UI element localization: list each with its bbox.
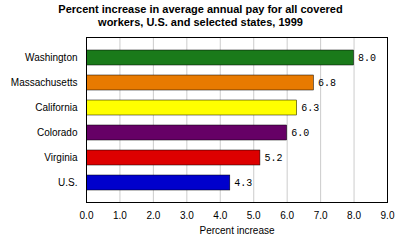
svg-text:Virginia: Virginia [44, 152, 78, 163]
svg-text:8.0: 8.0 [358, 53, 376, 64]
svg-text:8.0: 8.0 [347, 210, 361, 221]
html-text:Percent increase in average an: Percent increase in average annual pay f… [58, 3, 343, 28]
svg-text:1.0: 1.0 [113, 210, 127, 221]
svg-text:4.3: 4.3 [234, 178, 252, 189]
svg-text:Washington: Washington [25, 52, 77, 63]
svg-text:6.8: 6.8 [318, 78, 336, 89]
svg-text:U.S.: U.S. [58, 177, 77, 188]
svg-text:2.0: 2.0 [146, 210, 160, 221]
svg-text:7.0: 7.0 [314, 210, 328, 221]
svg-text:5.0: 5.0 [247, 210, 261, 221]
svg-text:Massachusetts: Massachusetts [11, 77, 78, 88]
svg-text:3.0: 3.0 [180, 210, 194, 221]
svg-text:0.0: 0.0 [80, 210, 94, 221]
svg-text:Percent increase: Percent increase [199, 225, 274, 236]
svg-text:6.0: 6.0 [291, 128, 309, 139]
svg-text:Colorado: Colorado [37, 127, 78, 138]
svg-text:4.0: 4.0 [213, 210, 227, 221]
svg-text:California: California [35, 102, 78, 113]
svg-text:6.3: 6.3 [301, 103, 319, 114]
svg-text:9.0: 9.0 [381, 210, 395, 221]
svg-text:6.0: 6.0 [280, 210, 294, 221]
svg-text:5.2: 5.2 [264, 153, 282, 164]
